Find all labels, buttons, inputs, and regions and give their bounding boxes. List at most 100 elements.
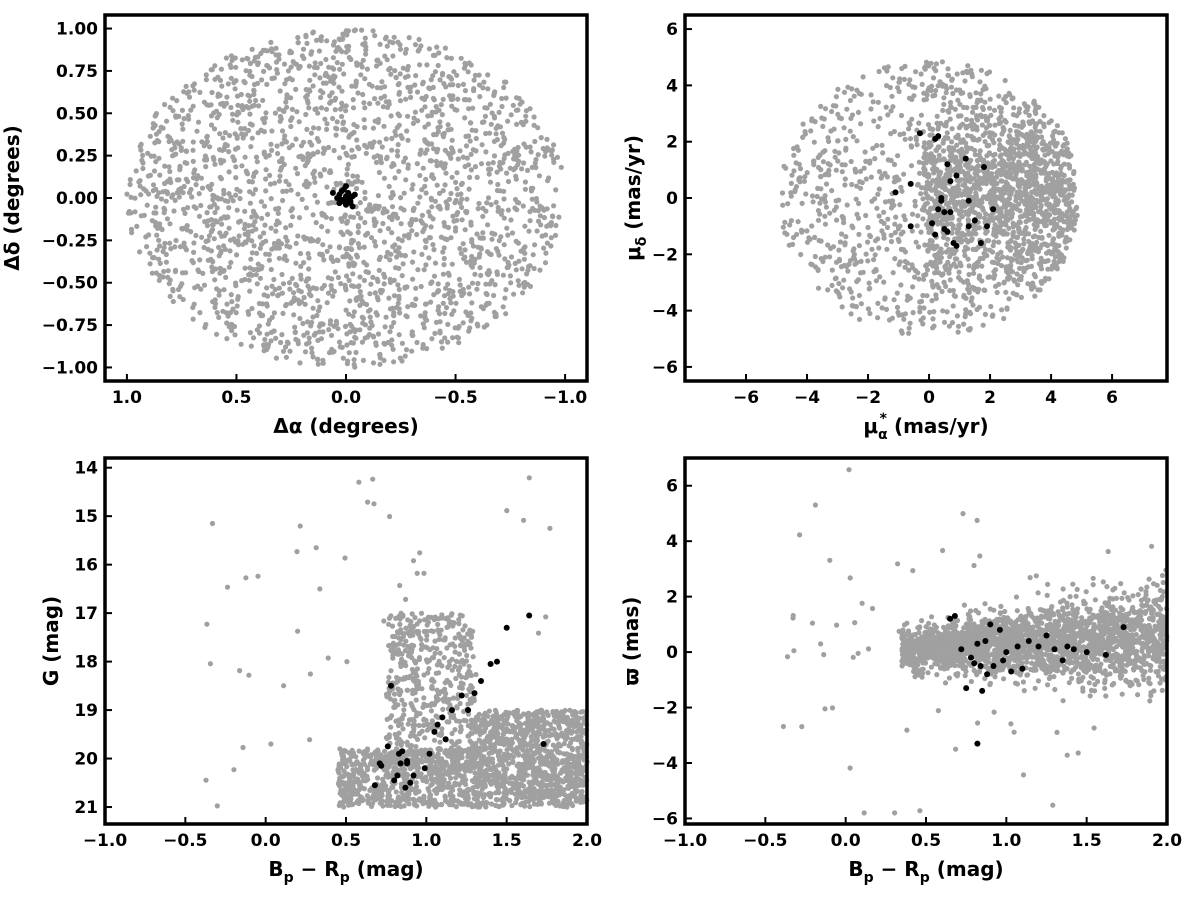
field-star-point xyxy=(803,191,809,197)
field-star-point xyxy=(480,205,486,211)
field-star-point xyxy=(276,52,282,58)
field-star-point xyxy=(405,73,411,79)
field-star-point xyxy=(239,104,245,110)
field-star-point xyxy=(307,88,313,94)
field-star-point xyxy=(281,683,287,689)
field-star-point xyxy=(247,121,253,127)
field-star-point xyxy=(456,323,462,330)
field-star-point xyxy=(1054,123,1060,129)
field-star-point xyxy=(1005,199,1011,205)
field-star-point xyxy=(826,138,832,144)
field-star-point xyxy=(382,324,388,330)
field-star-point xyxy=(930,75,937,81)
field-star-point xyxy=(460,241,466,247)
field-star-point xyxy=(957,260,963,266)
field-star-point xyxy=(405,137,411,143)
field-star-point xyxy=(227,248,233,254)
field-star-point xyxy=(269,283,275,289)
field-star-point xyxy=(196,268,202,275)
field-star-point xyxy=(888,232,894,238)
field-star-point xyxy=(325,290,332,296)
field-star-point xyxy=(809,223,815,229)
field-star-point xyxy=(930,242,936,249)
field-star-point xyxy=(286,182,292,188)
field-star-point xyxy=(364,66,370,72)
field-star-point xyxy=(335,326,341,332)
field-star-point xyxy=(216,292,222,298)
field-star-point xyxy=(1007,186,1013,192)
field-star-point xyxy=(193,232,199,239)
field-star-point xyxy=(895,153,901,159)
field-star-point xyxy=(927,214,933,220)
field-star-point xyxy=(252,186,259,193)
field-star-point xyxy=(495,181,501,188)
field-star-point xyxy=(346,350,352,356)
field-star-point xyxy=(389,204,396,210)
field-star-point xyxy=(977,155,984,161)
field-star-point xyxy=(331,80,337,86)
field-star-point xyxy=(473,671,479,678)
field-star-point xyxy=(250,267,257,273)
field-star-point xyxy=(487,130,493,136)
sky-y-label: Δδ (degrees) xyxy=(0,125,24,271)
field-star-point xyxy=(196,191,202,197)
field-star-point xyxy=(863,251,869,257)
field-star-point xyxy=(235,242,242,248)
field-star-point xyxy=(971,194,977,201)
field-star-point xyxy=(287,50,293,56)
field-star-point xyxy=(390,346,396,352)
field-star-point xyxy=(1046,182,1052,188)
field-star-point xyxy=(137,249,143,255)
field-star-point xyxy=(275,241,282,247)
x-tick-label: −4 xyxy=(794,388,820,408)
field-star-point xyxy=(973,90,979,96)
field-star-point xyxy=(837,239,844,245)
field-star-point xyxy=(1021,236,1027,242)
field-star-point xyxy=(1002,77,1008,84)
field-star-point xyxy=(1030,118,1036,124)
field-star-point xyxy=(930,282,936,289)
field-star-point xyxy=(996,239,1002,245)
field-star-point xyxy=(233,192,239,198)
field-star-point xyxy=(400,65,406,71)
field-star-point xyxy=(927,132,933,138)
field-star-point xyxy=(351,357,357,363)
field-star-point xyxy=(974,117,981,123)
field-star-point xyxy=(332,107,338,113)
field-star-point xyxy=(457,148,463,154)
field-star-point xyxy=(1055,253,1061,259)
field-star-point xyxy=(167,168,173,175)
field-star-point xyxy=(247,60,253,67)
y-tick-label: −4 xyxy=(652,302,678,322)
field-star-point xyxy=(355,241,361,247)
field-star-point xyxy=(396,332,402,338)
field-star-point xyxy=(974,127,980,133)
field-star-point xyxy=(1018,294,1024,300)
field-star-point xyxy=(256,103,262,109)
field-star-point xyxy=(354,254,360,260)
y-tick-label: −0.50 xyxy=(42,274,98,294)
field-star-point xyxy=(444,236,450,243)
field-star-point xyxy=(479,119,486,125)
field-star-point xyxy=(508,280,514,286)
field-star-point xyxy=(782,219,788,225)
field-star-point xyxy=(179,107,185,113)
field-star-point xyxy=(154,232,160,238)
field-star-point xyxy=(959,230,965,236)
field-star-point xyxy=(319,285,325,291)
field-star-point xyxy=(410,276,416,282)
field-star-point xyxy=(219,233,225,239)
field-star-point xyxy=(325,74,331,80)
field-star-point xyxy=(415,267,421,273)
field-star-point xyxy=(268,338,274,344)
field-star-point xyxy=(410,120,416,126)
field-star-point xyxy=(978,197,985,203)
field-star-point xyxy=(535,152,541,158)
field-star-point xyxy=(897,259,903,265)
field-star-point xyxy=(224,301,230,307)
member-star-point xyxy=(932,135,939,142)
field-star-point xyxy=(1065,162,1071,168)
field-star-point xyxy=(532,138,538,145)
field-star-point xyxy=(949,126,955,132)
field-star-point xyxy=(154,137,160,144)
